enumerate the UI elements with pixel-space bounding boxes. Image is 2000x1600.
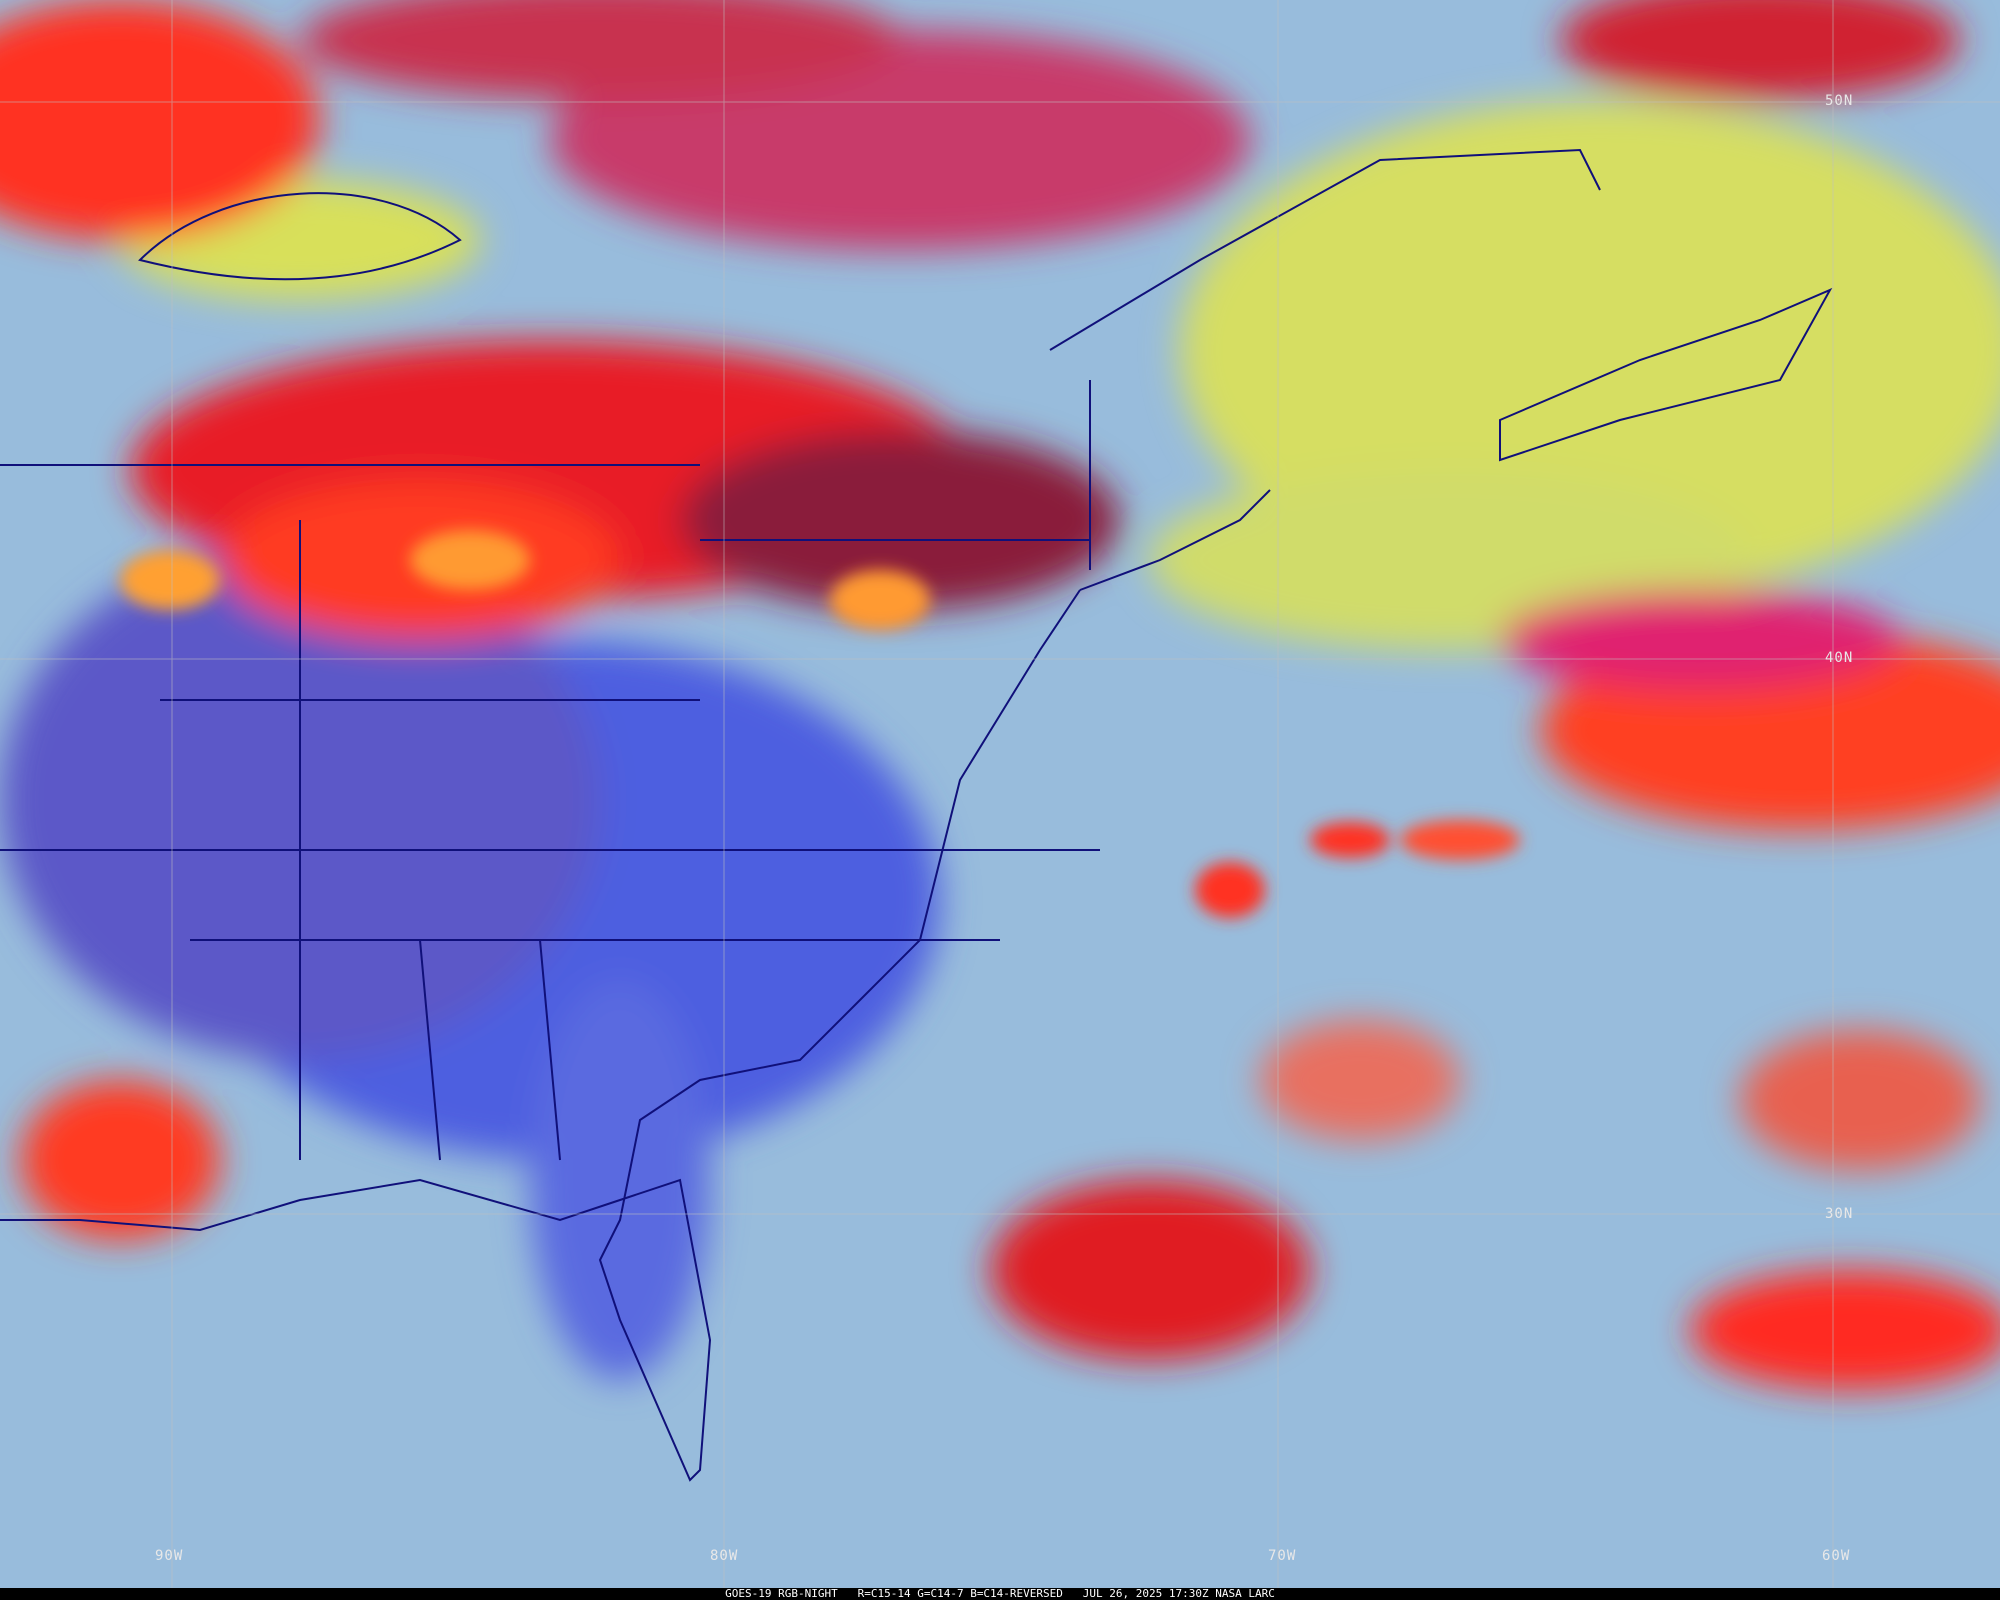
convective-cores (120, 530, 1520, 918)
image-caption: GOES-19 RGB-NIGHT R=C15-14 G=C14-7 B=C14… (0, 1588, 2000, 1600)
longitude-label-70w: 70W (1268, 1548, 1297, 1564)
latitude-label-30n: 30N (1825, 1206, 1854, 1222)
cloud-fields (0, 0, 2000, 1390)
latitude-label-40n: 40N (1825, 650, 1854, 666)
latitude-label-50n: 50N (1825, 93, 1854, 109)
longitude-label-80w: 80W (710, 1548, 739, 1564)
coastlines-and-borders (0, 148, 1833, 1482)
longitude-label-60w: 60W (1822, 1548, 1851, 1564)
longitude-label-90w: 90W (155, 1548, 184, 1564)
